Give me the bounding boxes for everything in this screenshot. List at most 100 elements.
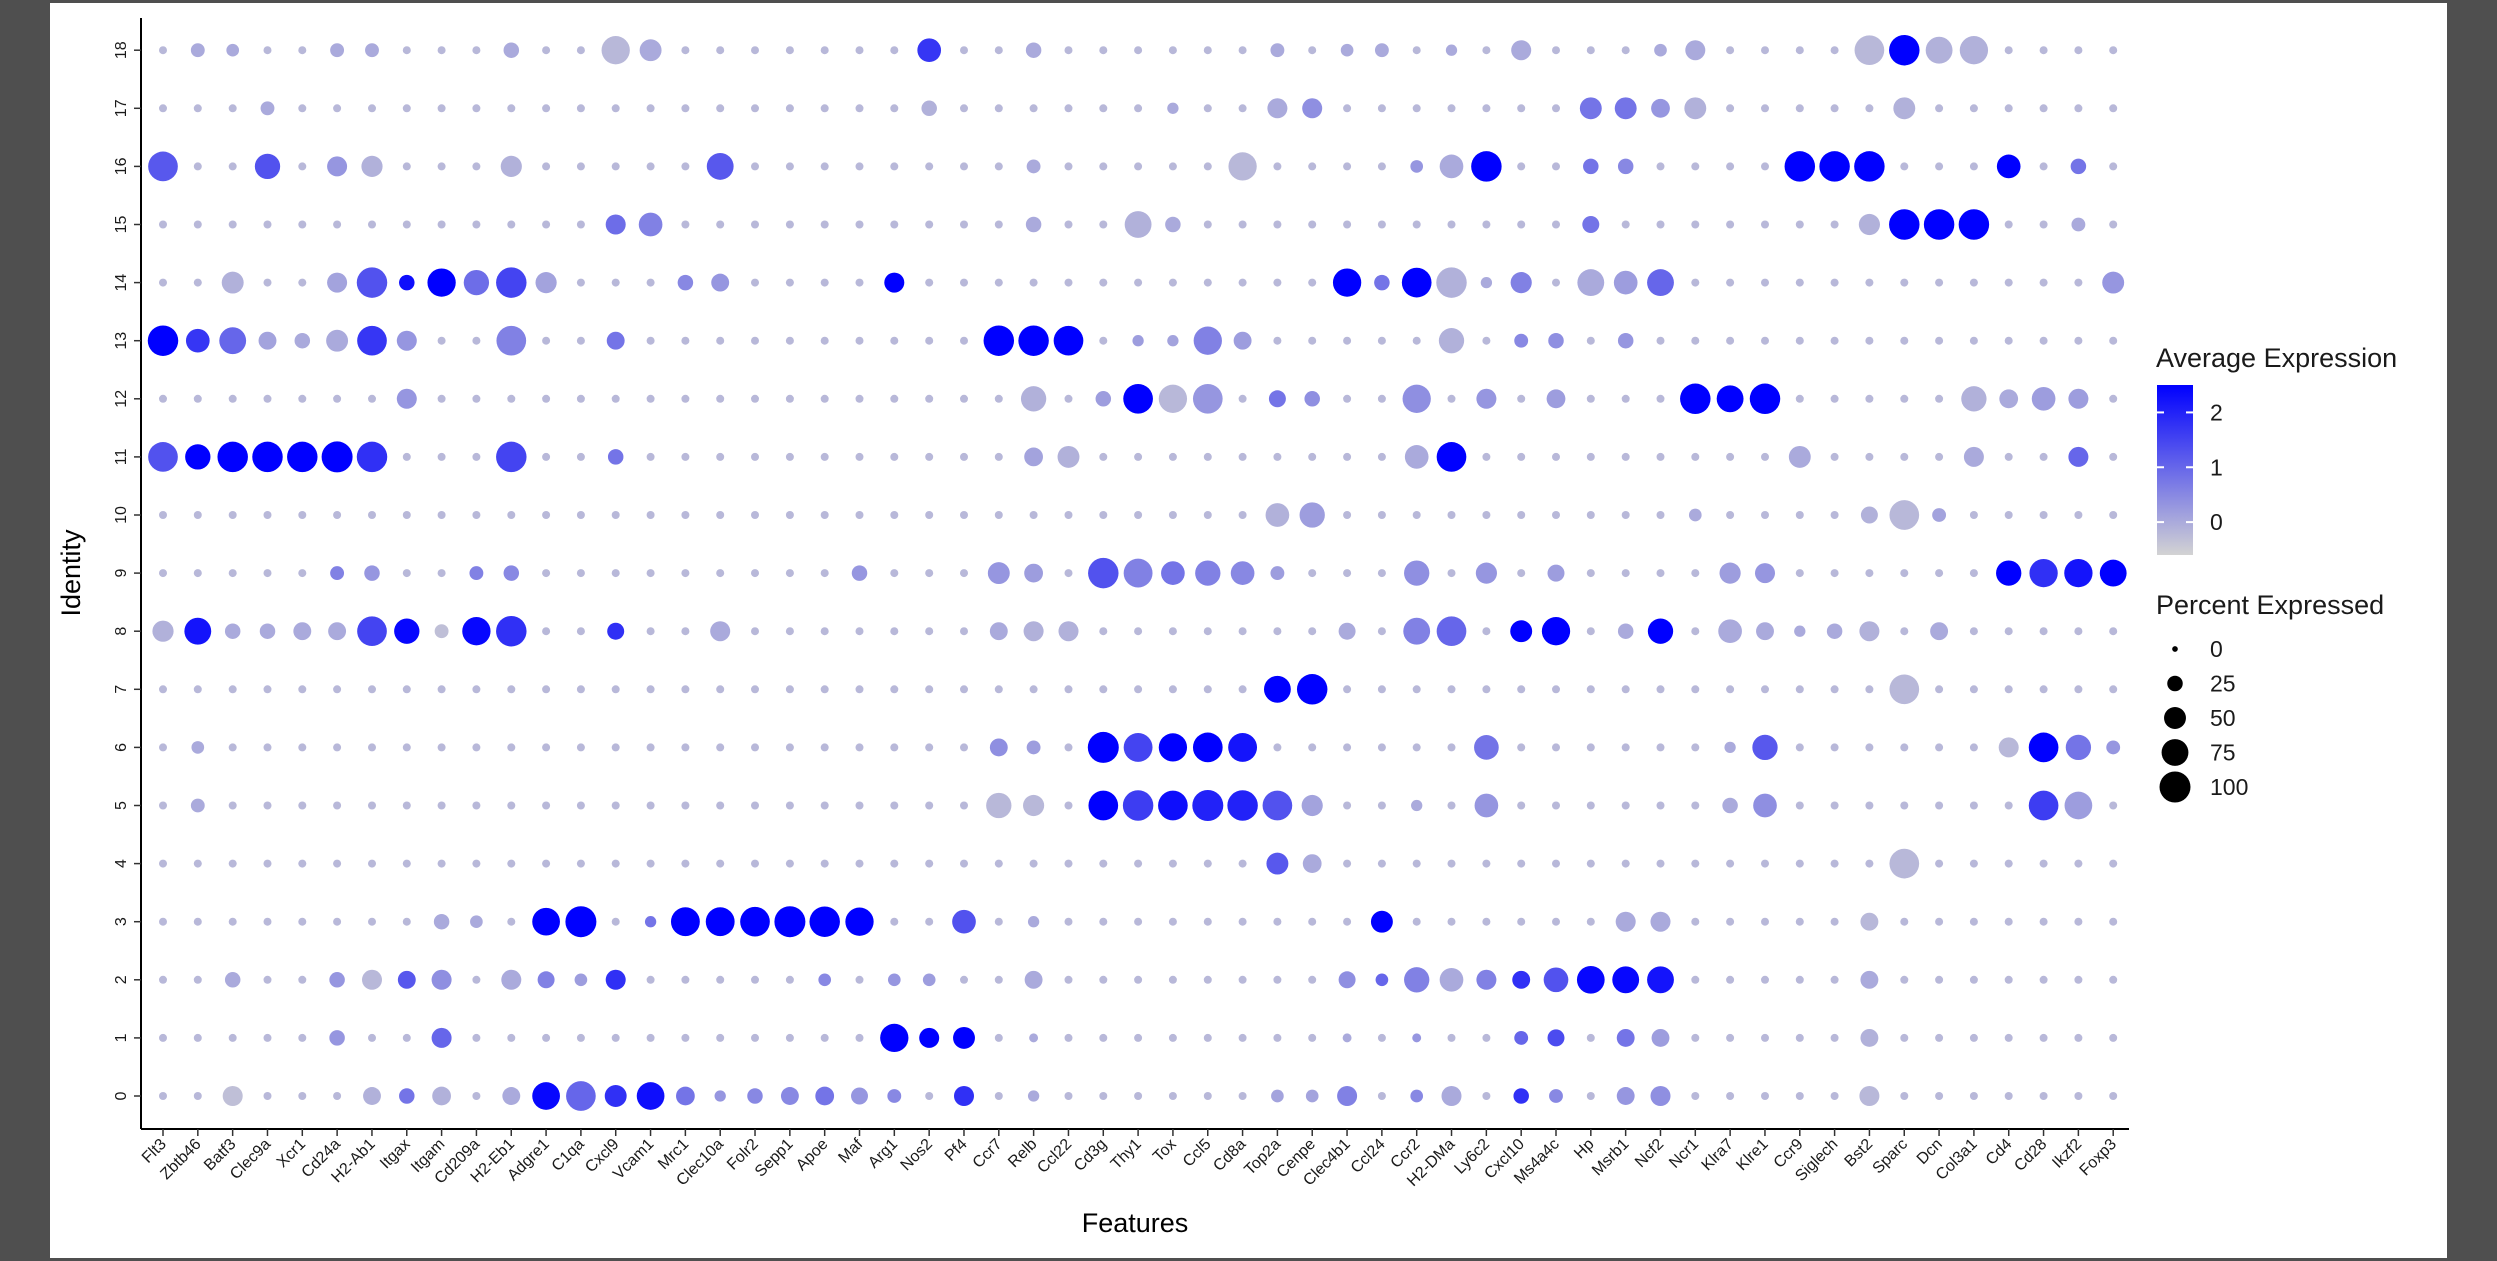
dot-8-Hp: [1586, 627, 1595, 636]
dot-4-Clec9a: [263, 859, 272, 868]
dot-13-Sparc: [1900, 336, 1909, 345]
dot-9-Sparc: [1900, 569, 1909, 578]
dot-9-Vcam1: [646, 569, 655, 578]
dot-6-Cxcl10: [1517, 743, 1526, 752]
dot-16-H2-Eb1: [500, 155, 522, 177]
dot-4-Ccr7: [994, 859, 1003, 868]
dot-5-Foxp3: [2109, 801, 2118, 810]
dot-17-Pf4: [960, 104, 968, 113]
dot-14-C1qa: [576, 278, 585, 287]
dot-15-Ccr2: [1412, 220, 1421, 229]
dot-7-Batf3: [228, 685, 237, 694]
dot-15-Ccr9: [1795, 220, 1804, 229]
dot-10-Vcam1: [646, 511, 655, 519]
dot-17-Xcr1: [298, 104, 307, 113]
dot-0-Ccl22: [1064, 1092, 1073, 1100]
dot-1-Folr2: [751, 1033, 759, 1042]
dot-12-Cenpe: [1304, 391, 1320, 407]
dot-16-Foxp3: [2109, 162, 2118, 171]
x-tick-label: Maf: [835, 1135, 866, 1166]
dot-17-Top2a: [1267, 98, 1288, 119]
dot-4-Itgam: [437, 859, 446, 868]
dot-16-Cxcl9: [611, 162, 620, 171]
dot-3-Col3a1: [1969, 917, 1978, 926]
dot-15-Clec10a: [716, 220, 725, 229]
dot-15-H2-DMa: [1447, 220, 1456, 229]
dot-9-Ccl24: [1377, 569, 1386, 578]
dot-15-Bst2: [1858, 213, 1880, 236]
dot-2-Ncr1: [1691, 975, 1700, 984]
dot-5-Cd8a: [1227, 790, 1258, 821]
dot-12-Siglech: [1830, 394, 1839, 403]
y-tick-label: 8: [113, 627, 130, 636]
dot-15-Ncf2: [1656, 220, 1665, 229]
dot-1-Klre1: [1761, 1033, 1769, 1042]
dot-15-Vcam1: [638, 212, 663, 237]
dot-10-Bst2: [1860, 506, 1878, 524]
dot-1-Foxp3: [2109, 1033, 2118, 1042]
dot-12-Arg1: [890, 394, 899, 403]
dot-17-Ccr2: [1412, 104, 1421, 113]
dot-0-H2-Ab1: [363, 1087, 381, 1105]
dot-2-Itgax: [397, 970, 416, 989]
x-tick-label: Klra7: [1699, 1136, 1738, 1175]
dot-12-Ly6c2: [1476, 388, 1497, 409]
dot-17-Adgre1: [542, 104, 551, 113]
dot-16-Ccr7: [994, 162, 1003, 171]
dots-layer: [147, 34, 2127, 1111]
dot-5-Clec9a: [263, 801, 272, 810]
dot-14-Sepp1: [785, 278, 794, 287]
dot-15-Top2a: [1273, 220, 1282, 229]
dot-13-Ccl24: [1377, 336, 1386, 345]
dot-16-Nos2: [925, 162, 934, 171]
dot-4-Cd28: [2039, 859, 2048, 868]
dot-3-H2-Eb1: [507, 917, 516, 926]
dot-13-Ikzf2: [2074, 336, 2083, 345]
size-legend-label: 0: [2210, 636, 2223, 662]
dot-18-Cd3g: [1099, 46, 1108, 55]
dot-2-Ikzf2: [2074, 975, 2083, 984]
dot-12-Zbtb46: [193, 394, 202, 403]
dot-9-Relb: [1024, 563, 1043, 583]
dot-3-Msrb1: [1615, 911, 1636, 932]
dot-1-Ncf2: [1651, 1028, 1670, 1047]
dot-7-Siglech: [1830, 685, 1839, 694]
dot-0-Ncr1: [1691, 1092, 1700, 1100]
dot-9-Cenpe: [1308, 569, 1317, 578]
dot-8-Ms4a4c: [1541, 617, 1571, 646]
dot-13-Vcam1: [646, 336, 655, 345]
dot-17-Cxcl9: [611, 104, 620, 113]
dot-14-Relb: [1029, 278, 1038, 287]
dot-11-Ccl22: [1057, 445, 1080, 468]
dot-3-Sepp1: [774, 906, 806, 938]
dot-13-Klre1: [1761, 336, 1769, 345]
dot-5-H2-Ab1: [368, 801, 376, 810]
dot-7-Arg1: [890, 685, 899, 694]
dot-11-Msrb1: [1621, 452, 1630, 461]
dot-18-Cd4: [2004, 46, 2013, 55]
dot-1-Siglech: [1830, 1033, 1839, 1042]
dot-10-Msrb1: [1621, 511, 1630, 519]
dot-6-Cd8a: [1228, 732, 1258, 762]
dot-1-Vcam1: [646, 1033, 655, 1042]
legend: Average Expression 2 1 0 Percent Expressed…: [2156, 343, 2397, 803]
dot-0-Cenpe: [1305, 1089, 1319, 1103]
dot-8-Ccl5: [1203, 627, 1212, 636]
dot-2-Siglech: [1830, 975, 1839, 984]
dot-11-Dcn: [1935, 452, 1944, 461]
dot-15-Foxp3: [2109, 220, 2118, 229]
dot-8-Cd209a: [462, 617, 491, 646]
dot-8-Vcam1: [646, 627, 655, 636]
dot-12-Cd209a: [472, 394, 481, 403]
dot-3-Klra7: [1726, 917, 1735, 926]
dot-13-Xcr1: [294, 332, 311, 349]
dot-12-Ikzf2: [2068, 388, 2089, 409]
dot-12-Thy1: [1123, 383, 1153, 414]
dot-14-Col3a1: [1969, 278, 1978, 287]
dot-1-Cxcl10: [1514, 1030, 1529, 1045]
dot-9-Batf3: [228, 569, 237, 578]
dot-3-Itgam: [433, 913, 450, 930]
dot-18-H2-Ab1: [365, 43, 379, 58]
dot-18-Apoe: [820, 46, 829, 55]
y-tick-label: 13: [113, 332, 130, 350]
